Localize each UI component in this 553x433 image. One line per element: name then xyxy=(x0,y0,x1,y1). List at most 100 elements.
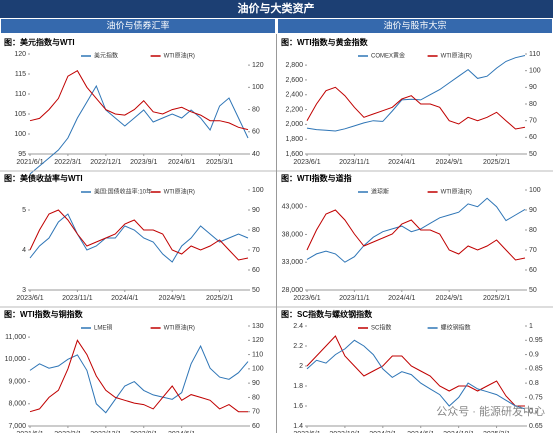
y-tick-label: 38,000 xyxy=(282,231,304,238)
y2-tick-label: 120 xyxy=(252,62,264,69)
y2-tick-label: 100 xyxy=(252,366,264,373)
y-tick-label: 120 xyxy=(14,51,26,58)
x-tick-label: 2024/4/1 xyxy=(111,295,138,302)
y2-tick-label: 70 xyxy=(529,118,537,125)
y-tick-label: 2,400 xyxy=(285,92,303,99)
y-tick-label: 3 xyxy=(22,287,26,294)
y-tick-label: 9,000 xyxy=(8,378,26,385)
y-tick-label: 28,000 xyxy=(282,287,304,294)
legend-label: 美国:国债收益率:10年 xyxy=(94,188,152,196)
y2-tick-label: 120 xyxy=(252,337,264,344)
y2-tick-label: 0.95 xyxy=(529,337,543,344)
y2-tick-label: 100 xyxy=(252,187,264,194)
x-tick-label: 2024/4/1 xyxy=(388,295,415,302)
series-line xyxy=(306,86,526,130)
y-tick-label: 115 xyxy=(15,71,26,78)
x-tick-label: 2024/9/1 xyxy=(436,295,463,302)
y2-tick-label: 0.7 xyxy=(529,409,539,416)
legend-label: WTI原油(R) xyxy=(441,52,472,60)
y-tick-label: 8,000 xyxy=(8,401,26,408)
y2-tick-label: 60 xyxy=(252,129,260,136)
chart-title: 图：美元指数与WTI xyxy=(4,37,75,47)
y-tick-label: 105 xyxy=(14,111,26,118)
x-tick-label: 2024/6/1 xyxy=(168,431,195,433)
x-tick-label: 2025/3/1 xyxy=(206,159,233,166)
legend-label: WTI原油(R) xyxy=(164,324,195,332)
x-tick-label: 2023/11/1 xyxy=(62,295,93,302)
x-tick-label: 2025/2/1 xyxy=(483,431,510,433)
subheader-right xyxy=(278,19,552,33)
y-tick-label: 33,000 xyxy=(282,259,304,266)
x-tick-label: 2024/6/1 xyxy=(168,159,195,166)
series-line xyxy=(29,70,249,131)
header-title: 油价与大类资产 xyxy=(238,1,315,15)
y2-tick-label: 100 xyxy=(252,84,264,91)
y-tick-label: 11,000 xyxy=(5,334,26,341)
y-tick-label: 110 xyxy=(15,91,26,98)
series-line xyxy=(29,339,248,413)
y2-tick-label: 50 xyxy=(529,287,537,294)
x-tick-label: 2023/6/1 xyxy=(293,295,320,302)
y-tick-label: 10,000 xyxy=(5,356,27,363)
chart-title: 图：SC指数与螺纹钢指数 xyxy=(281,309,373,319)
x-tick-label: 2021/6/1 xyxy=(16,431,43,433)
series-line xyxy=(306,335,525,407)
x-tick-label: 2023/9/1 xyxy=(130,431,157,433)
y2-tick-label: 70 xyxy=(252,409,260,416)
y-tick-label: 7,000 xyxy=(8,423,26,430)
x-tick-label: 2024/2/1 xyxy=(369,431,396,433)
x-tick-label: 2023/11/1 xyxy=(339,295,370,302)
x-tick-label: 2024/9/1 xyxy=(159,295,186,302)
y-tick-label: 1,800 xyxy=(285,136,303,143)
y2-tick-label: 90 xyxy=(529,207,537,214)
y-tick-label: 2,200 xyxy=(285,106,303,113)
y2-tick-label: 90 xyxy=(252,380,260,387)
chart-title: 图：WTI指数与铜指数 xyxy=(4,309,84,319)
chart-title: 图：美债收益率与WTI xyxy=(4,173,83,183)
y-tick-label: 95 xyxy=(18,151,26,158)
y2-tick-label: 60 xyxy=(252,267,260,274)
y-tick-label: 1,600 xyxy=(285,151,303,158)
x-tick-label: 2024/10/1 xyxy=(443,431,474,433)
subheader-left xyxy=(1,19,275,33)
x-tick-label: 2023/6/1 xyxy=(16,295,43,302)
y2-tick-label: 0.75 xyxy=(529,394,543,401)
series-line xyxy=(306,197,526,263)
y-tick-label: 1.6 xyxy=(293,403,303,410)
y-tick-label: 2.2 xyxy=(293,343,303,350)
x-tick-label: 2023/6/1 xyxy=(293,431,320,433)
legend-label: 道琼斯 xyxy=(371,188,389,196)
legend-label: SC指数 xyxy=(371,324,391,332)
x-tick-label: 2023/11/1 xyxy=(339,159,370,166)
x-tick-label: 2024/6/1 xyxy=(407,431,434,433)
y2-tick-label: 130 xyxy=(252,323,264,330)
y2-tick-label: 60 xyxy=(529,134,537,141)
y2-tick-label: 0.85 xyxy=(529,366,543,373)
series-line xyxy=(306,339,526,410)
legend-label: LME铜 xyxy=(94,324,112,332)
y-tick-label: 43,000 xyxy=(282,204,304,211)
y-tick-label: 5 xyxy=(22,207,26,214)
legend-label: WTI原油(R) xyxy=(441,188,472,196)
x-tick-label: 2023/10/1 xyxy=(329,431,360,433)
legend-label: 螺纹钢指数 xyxy=(441,324,471,332)
x-tick-label: 2022/12/1 xyxy=(90,431,121,433)
series-line xyxy=(306,209,526,261)
y2-tick-label: 80 xyxy=(252,106,260,113)
chart-title: 图：WTI指数与道指 xyxy=(281,173,352,183)
y2-tick-label: 80 xyxy=(529,101,537,108)
y2-tick-label: 80 xyxy=(252,394,260,401)
y2-tick-label: 70 xyxy=(252,247,260,254)
y2-tick-label: 60 xyxy=(252,423,260,430)
y2-tick-label: 60 xyxy=(529,267,537,274)
x-tick-label: 2025/2/1 xyxy=(483,295,510,302)
y2-tick-label: 100 xyxy=(529,68,541,75)
watermark: 公众号 · 能源研发中心 xyxy=(436,404,545,418)
x-tick-label: 2022/3/1 xyxy=(54,431,81,433)
legend-label: WTI原油(R) xyxy=(164,52,195,60)
y-tick-label: 2 xyxy=(299,363,303,370)
y2-tick-label: 70 xyxy=(529,247,537,254)
y2-tick-label: 1 xyxy=(529,323,533,330)
x-tick-label: 2025/2/1 xyxy=(206,295,233,302)
y2-tick-label: 40 xyxy=(252,151,260,158)
